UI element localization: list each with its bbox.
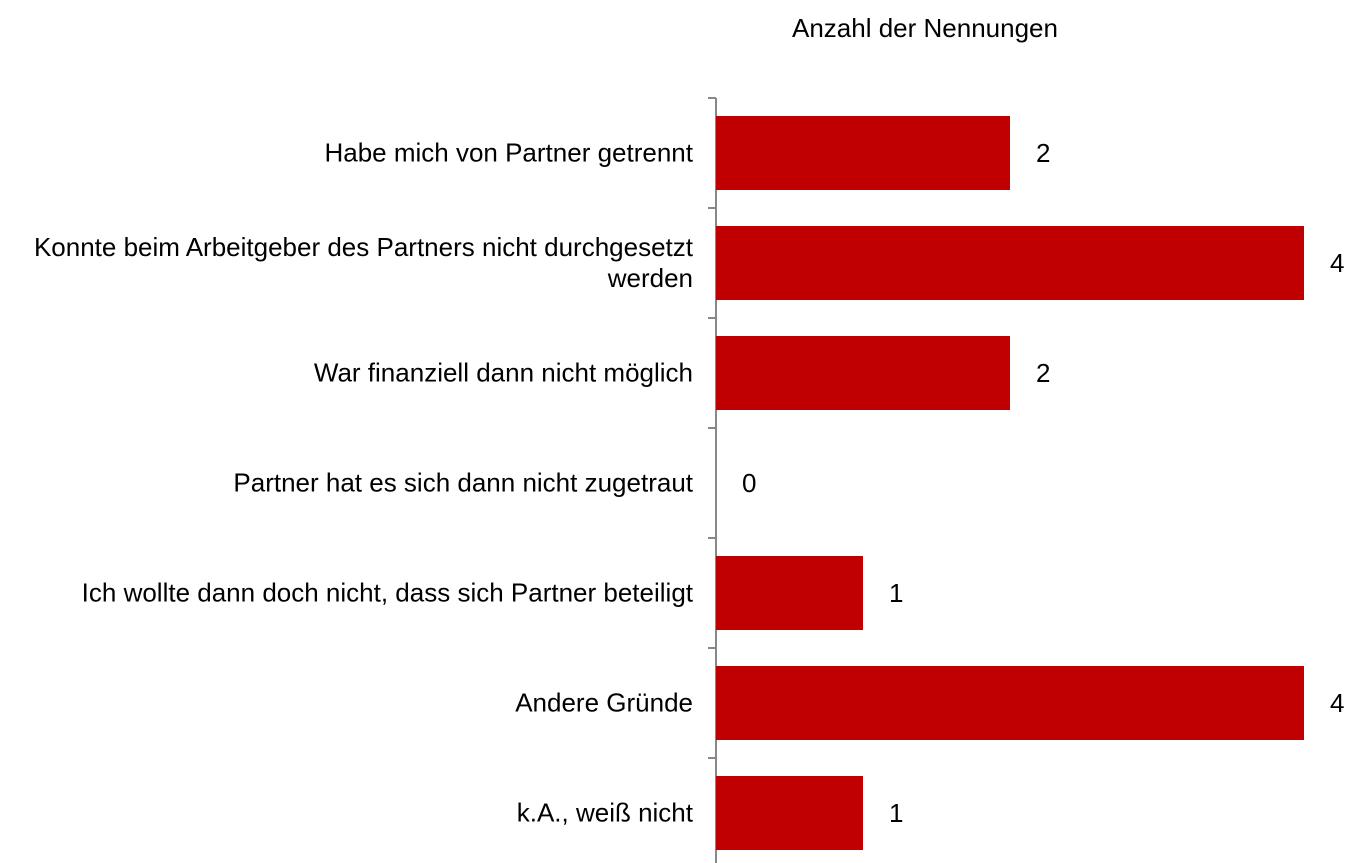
bar <box>716 666 1304 740</box>
data-label: 0 <box>742 468 756 498</box>
data-label: 1 <box>889 798 903 828</box>
data-label: 2 <box>1036 138 1050 168</box>
chart-title: Anzahl der Nennungen <box>792 13 1058 43</box>
category-label: Konnte beim Arbeitgeber des Partners nic… <box>33 232 693 293</box>
data-label: 1 <box>889 578 903 608</box>
data-label: 4 <box>1330 688 1344 718</box>
category-label: Ich wollte dann doch nicht, dass sich Pa… <box>81 577 693 608</box>
category-label: War finanziell dann nicht möglich <box>313 357 693 388</box>
bar <box>716 556 863 630</box>
data-label: 4 <box>1330 248 1344 278</box>
category-label: Partner hat es sich dann nicht zugetraut <box>233 467 693 498</box>
bar <box>716 776 863 850</box>
bar <box>716 336 1010 410</box>
bar <box>716 116 1010 190</box>
category-label: Habe mich von Partner getrennt <box>324 137 693 168</box>
category-label: k.A., weiß nicht <box>516 797 693 828</box>
category-label: Andere Gründe <box>515 687 693 718</box>
data-label: 2 <box>1036 358 1050 388</box>
bar <box>716 226 1304 300</box>
